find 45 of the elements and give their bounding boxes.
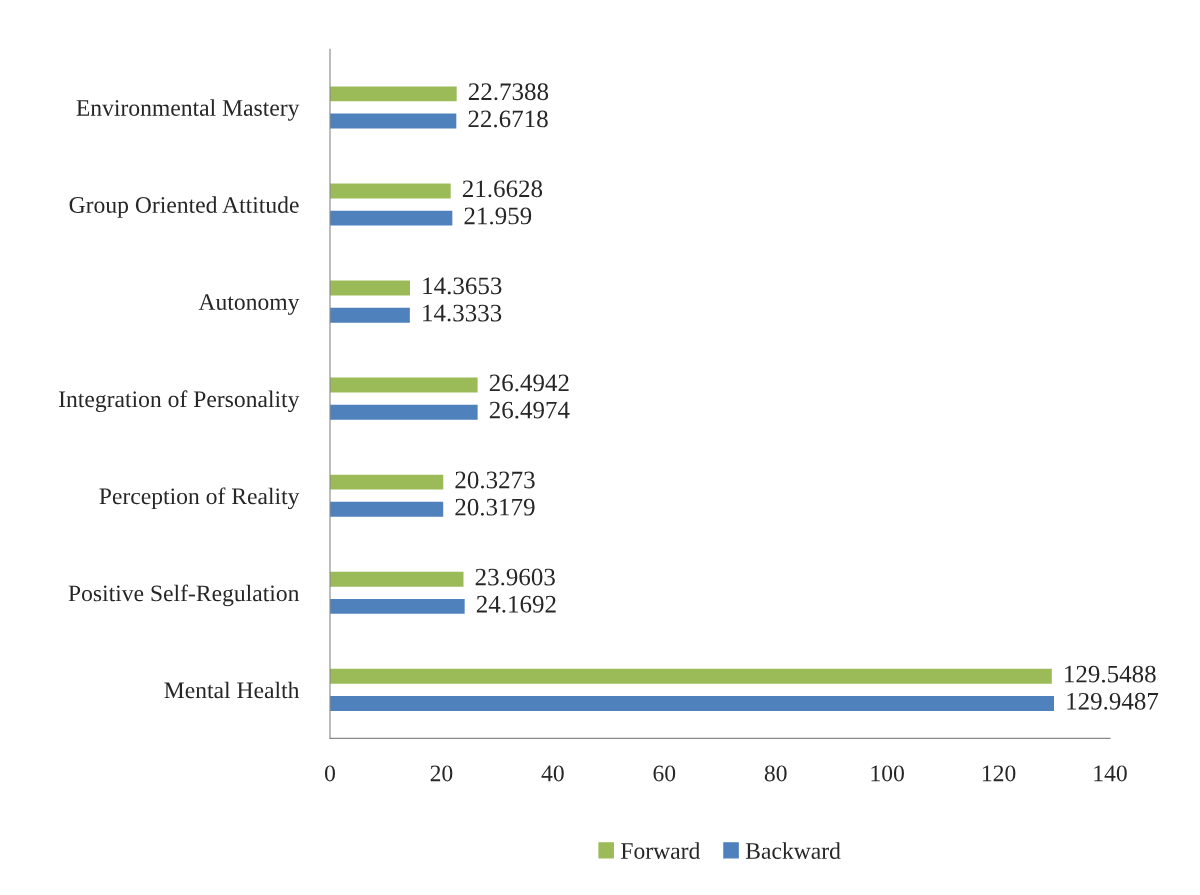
data-label: 22.7388 [468, 83, 549, 101]
bar [330, 474, 444, 490]
y-tick-label: Group Oriented Attitude [69, 196, 299, 218]
data-label: 20.3273 [455, 471, 535, 489]
bar [330, 210, 453, 226]
x-tick-label: 0 [325, 765, 335, 782]
bar [330, 280, 411, 296]
y-tick-label: Autonomy [198, 294, 300, 315]
bar [330, 377, 478, 393]
bar [330, 404, 478, 420]
bar [330, 183, 451, 199]
data-label: 26.4974 [489, 401, 570, 419]
data-label: 26.4942 [489, 374, 569, 392]
y-tick-label: Mental Health [164, 681, 300, 699]
bar [330, 113, 457, 129]
y-tick-label: Perception of Reality [99, 487, 300, 510]
bar [330, 571, 464, 587]
bar [330, 695, 1054, 711]
x-tick-label: 20 [430, 765, 453, 782]
y-tick-label: Positive Self-Regulation [68, 584, 300, 607]
x-tick-label: 60 [653, 765, 676, 782]
x-tick-label: 100 [871, 765, 904, 782]
data-label: 129.9487 [1067, 692, 1159, 710]
data-label: 23.9603 [475, 568, 555, 586]
x-tick-label: 40 [541, 765, 564, 782]
y-tick-label: Integration of Personality [59, 390, 300, 413]
x-tick-label: 120 [982, 765, 1016, 782]
data-label: 14.3333 [423, 304, 502, 322]
bar [330, 668, 1052, 684]
data-label: 21.6628 [462, 180, 543, 198]
y-tick-label: Environmental Mastery [76, 99, 300, 121]
data-label: 14.3653 [423, 277, 502, 295]
legend-label: Backward [745, 842, 841, 859]
bar [330, 307, 410, 323]
legend-label: Forward [621, 842, 701, 859]
bar [330, 501, 444, 517]
data-label: 21.959 [464, 207, 532, 225]
bar [330, 86, 457, 102]
x-tick-label: 140 [1094, 765, 1127, 782]
bar [330, 598, 465, 614]
x-tick-label: 80 [764, 765, 787, 782]
data-label: 129.5488 [1065, 665, 1156, 683]
data-label: 22.6718 [468, 110, 548, 128]
data-label: 20.3179 [455, 498, 535, 516]
data-label: 24.1692 [476, 595, 556, 613]
